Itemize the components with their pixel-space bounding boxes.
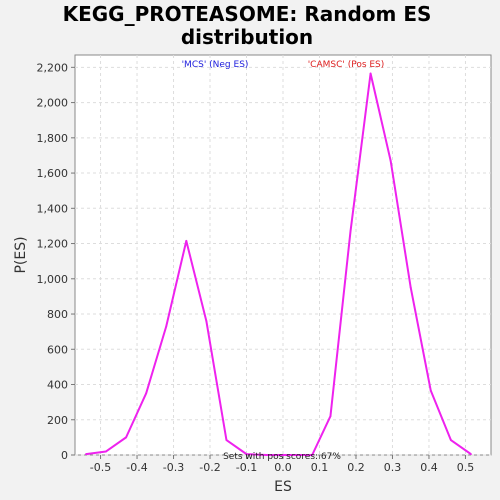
- annotation-pos-es: 'CAMSC' (Pos ES): [308, 60, 385, 70]
- data-point: [449, 439, 452, 441]
- data-point: [369, 72, 372, 75]
- x-tick-label: -0.3: [163, 461, 184, 474]
- data-point: [205, 320, 208, 322]
- x-tick-label: 0.3: [384, 461, 402, 474]
- chart-title-line2: distribution: [181, 25, 313, 49]
- y-tick-label: 400: [47, 379, 68, 392]
- data-point: [125, 436, 127, 439]
- y-tick-label: 0: [61, 449, 68, 462]
- x-axis: -0.5 -0.4 -0.3 -0.2 -0.1 0.0 0.1 0.2 0.3 0.4 0.5: [90, 455, 474, 474]
- y-tick-label: 200: [47, 414, 68, 427]
- data-point: [470, 453, 472, 456]
- y-axis: 0 200 400 600 800 1,000 1,200 1,400 1,600 1,800 2,…: [37, 61, 75, 462]
- x-tick-label: -0.1: [236, 461, 257, 474]
- y-tick-label: 1,400: [37, 202, 69, 215]
- x-tick-label: 0.0: [274, 461, 292, 474]
- data-point: [429, 389, 432, 392]
- x-tick-label: 0.2: [347, 461, 365, 474]
- data-point: [145, 392, 148, 395]
- annotation-neg-es: 'MCS' (Neg ES): [182, 60, 249, 70]
- series-layer: [85, 72, 472, 456]
- chart-title-line1: KEGG_PROTEASOME: Random ES: [63, 2, 432, 26]
- data-point: [105, 450, 107, 453]
- annotation-pos-score-share: Sets with pos scores: 67%: [223, 452, 341, 462]
- y-tick-label: 2,000: [37, 97, 69, 110]
- x-axis-label: ES: [274, 479, 292, 495]
- x-tick-label: 0.5: [457, 461, 475, 474]
- y-tick-label: 600: [47, 343, 68, 356]
- data-point: [265, 454, 268, 456]
- y-tick-label: 1,800: [37, 132, 69, 145]
- data-point: [185, 240, 188, 242]
- y-tick-label: 1,600: [37, 167, 69, 180]
- y-tick-label: 800: [47, 308, 68, 321]
- x-tick-label: -0.4: [126, 461, 147, 474]
- data-point: [329, 415, 332, 418]
- x-tick-label: 0.1: [311, 461, 329, 474]
- data-point: [311, 454, 314, 456]
- x-tick-label: -0.2: [199, 461, 220, 474]
- grid: [75, 55, 491, 456]
- data-point: [245, 453, 248, 456]
- x-tick-label: -0.5: [90, 461, 111, 474]
- data-point: [305, 454, 308, 456]
- x-tick-label: 0.4: [420, 461, 438, 474]
- data-point: [165, 325, 168, 328]
- data-point: [225, 439, 228, 441]
- data-point: [285, 454, 288, 456]
- y-tick-label: 1,200: [37, 238, 69, 251]
- data-point: [349, 230, 352, 233]
- y-tick-label: 2,200: [37, 61, 69, 74]
- data-point: [409, 286, 412, 289]
- y-tick-label: 1,000: [37, 273, 69, 286]
- data-point: [389, 159, 392, 162]
- data-point: [85, 453, 87, 456]
- y-axis-label: P(ES): [13, 236, 29, 273]
